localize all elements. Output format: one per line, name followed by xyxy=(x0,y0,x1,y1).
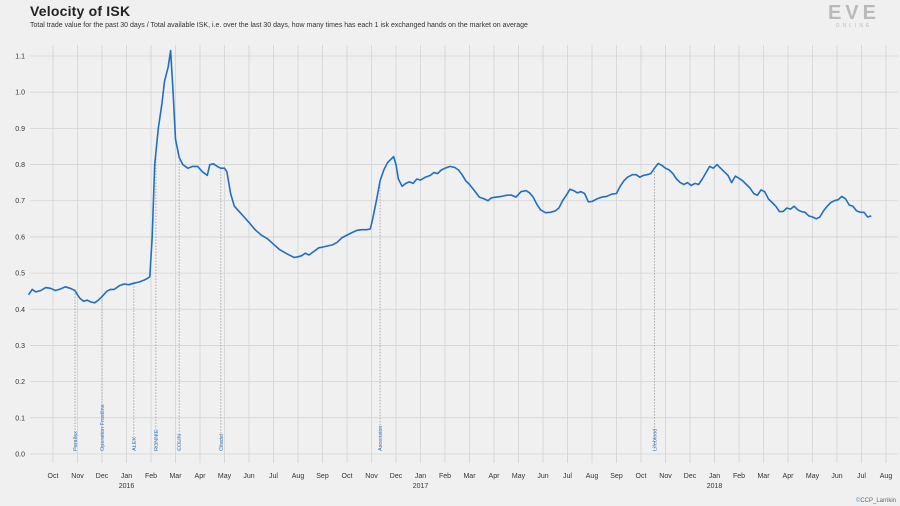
x-tick-label: Sep xyxy=(610,473,623,480)
annotation-label: RONNIE xyxy=(154,429,160,451)
x-tick-label: Mar xyxy=(463,473,476,480)
annotation-label: ALEX xyxy=(132,437,138,451)
chart-subtitle: Total trade value for the past 30 days /… xyxy=(30,22,528,29)
x-tick-label: Apr xyxy=(195,473,207,480)
x-year-label: 2017 xyxy=(413,483,429,490)
x-tick-label: Aug xyxy=(880,473,893,480)
y-tick-label: 0.2 xyxy=(15,379,25,386)
x-tick-label: May xyxy=(512,473,526,480)
annotation-label: Ascension xyxy=(378,426,384,451)
x-tick-label: Jun xyxy=(243,473,254,480)
x-tick-label: Jan xyxy=(121,473,132,480)
annotation-label: Lifeblood xyxy=(652,429,658,451)
x-tick-label: Aug xyxy=(586,473,599,480)
x-tick-label: Jun xyxy=(831,473,842,480)
annotation-label: Citadel xyxy=(219,434,225,451)
y-tick-label: 0.8 xyxy=(15,162,25,169)
x-tick-label: Jun xyxy=(537,473,548,480)
x-tick-label: Feb xyxy=(733,473,745,480)
y-tick-label: 0.7 xyxy=(15,198,25,205)
x-year-label: 2016 xyxy=(119,483,135,490)
x-tick-labels: Oct Nov Dec Jan 2016 Feb Mar Apr May Jun Jul Aug Sep… xyxy=(48,473,893,490)
annotation-label: Parallax xyxy=(73,431,79,451)
eve-online-logo: EVE ONLINE xyxy=(828,3,880,29)
x-tick-label: Jan xyxy=(709,473,720,480)
y-tick-labels: 0.0 0.1 0.2 0.3 0.4 0.5 0.6 0.7 0.8 0.9 1.0 1.1 xyxy=(15,54,25,459)
y-tick-label: 0.0 xyxy=(15,452,25,459)
x-tick-label: Mar xyxy=(757,473,770,480)
x-tick-label: Nov xyxy=(659,473,672,480)
x-tick-label: Jul xyxy=(857,473,866,480)
x-tick-label: Oct xyxy=(342,473,353,480)
y-tick-label: 1.0 xyxy=(15,90,25,97)
x-tick-label: Dec xyxy=(684,473,697,480)
x-tick-label: Jan xyxy=(415,473,426,480)
credit-text: CCP_Larrikin xyxy=(860,498,896,504)
line-layer xyxy=(27,49,872,304)
x-tick-label: Dec xyxy=(390,473,403,480)
chart-title: Velocity of ISK xyxy=(30,3,131,19)
y-tick-label: 0.5 xyxy=(15,271,25,278)
y-tick-label: 1.1 xyxy=(15,54,25,61)
x-tick-label: Sep xyxy=(316,473,329,480)
y-tick-label: 0.4 xyxy=(15,307,25,314)
author-credit: ©CCP_Larrikin xyxy=(856,498,896,504)
x-tick-label: Aug xyxy=(292,473,305,480)
velocity-series-line xyxy=(27,49,872,304)
credit-prefix: © xyxy=(855,498,861,504)
x-tick-label: Jul xyxy=(563,473,572,480)
y-tick-label: 0.1 xyxy=(15,415,25,422)
x-year-label: 2018 xyxy=(707,483,723,490)
y-tick-label: 0.3 xyxy=(15,343,25,350)
x-tick-label: Feb xyxy=(145,473,157,480)
x-tick-label: Oct xyxy=(636,473,647,480)
x-tick-label: Apr xyxy=(783,473,795,480)
y-tick-label: 0.9 xyxy=(15,126,25,133)
annotation-label: Operation Frostline xyxy=(100,404,106,451)
x-tick-label: Jul xyxy=(269,473,278,480)
annotation-label: COLIN xyxy=(177,434,183,451)
x-tick-label: May xyxy=(806,473,820,480)
grid-layer xyxy=(30,45,898,463)
logo-subtext: ONLINE xyxy=(835,23,873,29)
x-tick-label: Nov xyxy=(365,473,378,480)
x-tick-label: Dec xyxy=(96,473,109,480)
y-tick-label: 0.6 xyxy=(15,234,25,241)
annotation-layer: Parallax Operation Frostline ALEX RONNIE COL… xyxy=(73,152,658,451)
x-tick-label: Feb xyxy=(439,473,451,480)
logo-text: EVE xyxy=(827,2,880,24)
x-tick-label: Nov xyxy=(71,473,84,480)
x-tick-label: May xyxy=(218,473,232,480)
x-tick-label: Oct xyxy=(48,473,59,480)
x-tick-label: Apr xyxy=(489,473,501,480)
x-tick-label: Mar xyxy=(169,473,182,480)
